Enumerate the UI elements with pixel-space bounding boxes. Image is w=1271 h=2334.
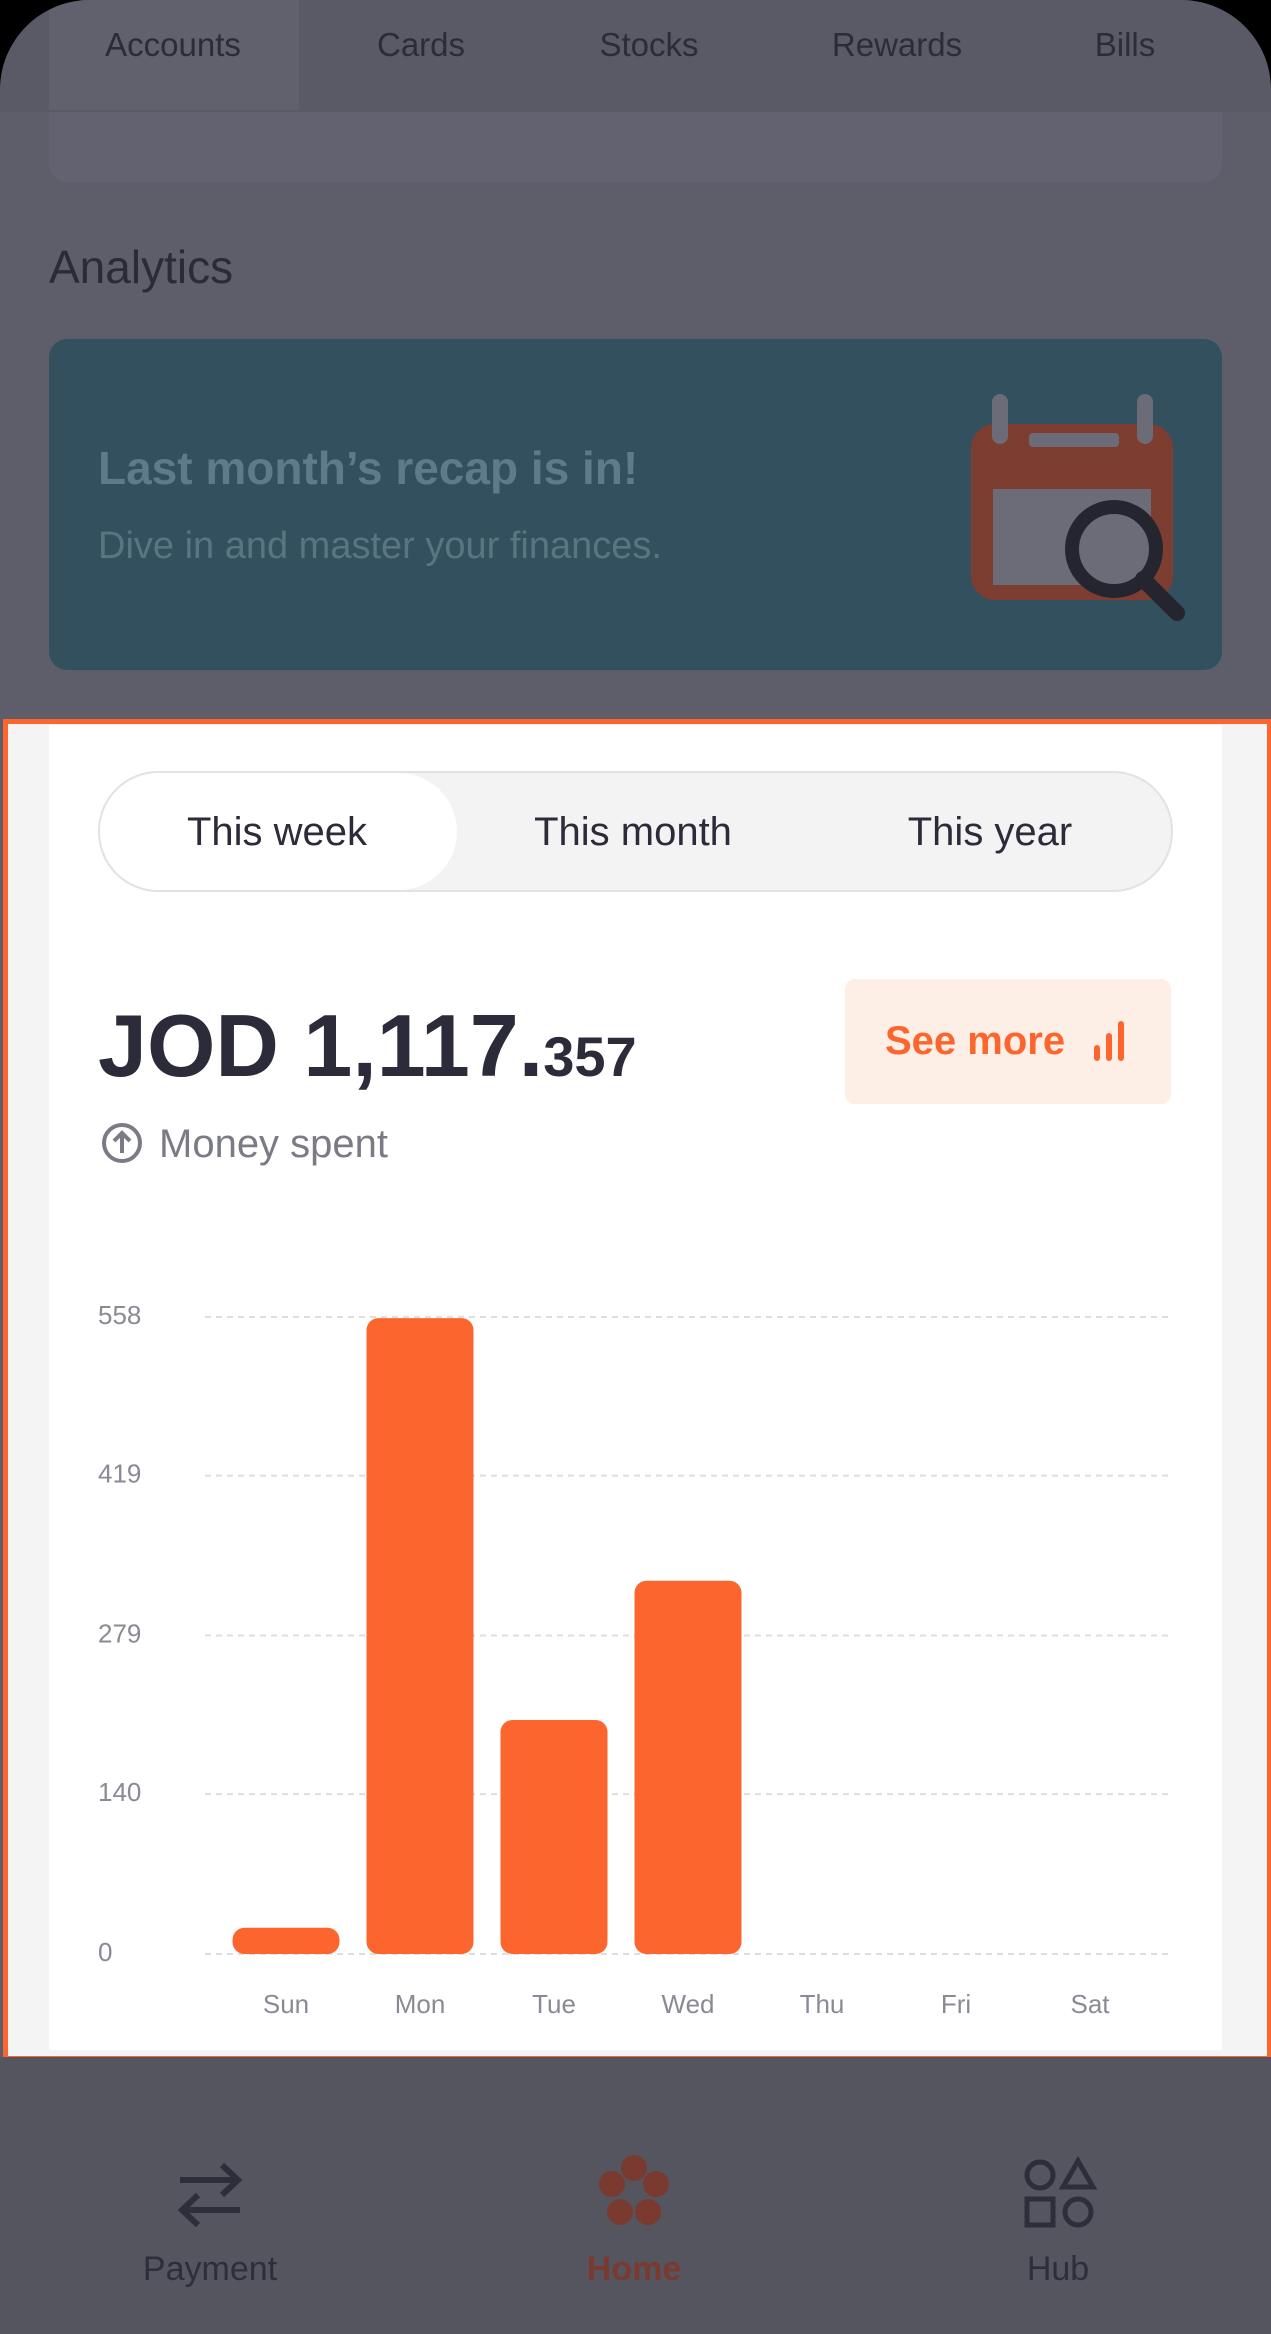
recap-banner[interactable]: Last month’s recap is in! Dive in and ma… bbox=[49, 339, 1222, 670]
period-selected bbox=[100, 773, 457, 890]
tab[interactable]: Cards bbox=[376, 26, 466, 63]
selected-tab-bg bbox=[49, 0, 299, 110]
card-edge bbox=[49, 112, 1222, 182]
chart-icon bbox=[1094, 1021, 1124, 1061]
tab[interactable]: Stocks bbox=[599, 26, 699, 63]
bar bbox=[500, 1719, 608, 1954]
y-tick-label: 558 bbox=[98, 1300, 141, 1330]
y-tick-label: 279 bbox=[98, 1618, 141, 1648]
see-more-label: See more bbox=[885, 1019, 1066, 1063]
y-tick-label: 419 bbox=[98, 1459, 141, 1489]
tab[interactable]: Rewards bbox=[831, 26, 963, 63]
tab[interactable]: Bills bbox=[1094, 26, 1156, 63]
x-tick-label: Thu bbox=[800, 1989, 845, 2019]
y-tick-label: 140 bbox=[98, 1777, 141, 1807]
period-tab[interactable]: This month bbox=[534, 810, 732, 854]
y-tick-label: 0 bbox=[98, 1937, 112, 1967]
bar bbox=[366, 1318, 474, 1954]
hub-icon bbox=[1024, 2155, 1098, 2228]
x-tick-label: Sat bbox=[1070, 1989, 1110, 2019]
bar bbox=[232, 1927, 340, 1954]
nav-item[interactable]: Payment bbox=[142, 2250, 278, 2288]
see-more-button[interactable]: See more bbox=[845, 979, 1171, 1104]
period-tab[interactable]: This week bbox=[186, 810, 368, 854]
x-tick-label: Mon bbox=[395, 1989, 446, 2019]
period-tab[interactable]: This year bbox=[907, 810, 1073, 854]
bar bbox=[634, 1580, 742, 1954]
banner-title: Last month’s recap is in! bbox=[98, 442, 639, 494]
calendar-icon bbox=[971, 394, 1185, 621]
nav-item[interactable]: Home bbox=[586, 2250, 682, 2288]
arrow-up-icon bbox=[102, 1123, 142, 1163]
x-tick-label: Tue bbox=[532, 1989, 576, 2019]
x-tick-label: Fri bbox=[941, 1989, 971, 2019]
tab[interactable]: Accounts bbox=[105, 26, 241, 63]
amount-caption: Money spent bbox=[159, 1122, 389, 1166]
home-icon bbox=[599, 2155, 669, 2225]
amount: JOD 1,117.357 bbox=[98, 995, 637, 1097]
x-tick-label: Wed bbox=[662, 1989, 715, 2019]
payment-icon bbox=[177, 2162, 243, 2228]
amount-fraction: 357 bbox=[543, 1025, 637, 1088]
amount-main: JOD 1,117. bbox=[98, 996, 544, 1095]
section-title: Analytics bbox=[49, 241, 234, 293]
nav-item[interactable]: Hub bbox=[1026, 2250, 1090, 2288]
x-tick-label: Sun bbox=[263, 1989, 309, 2019]
banner-subtitle: Dive in and master your finances. bbox=[98, 525, 662, 567]
